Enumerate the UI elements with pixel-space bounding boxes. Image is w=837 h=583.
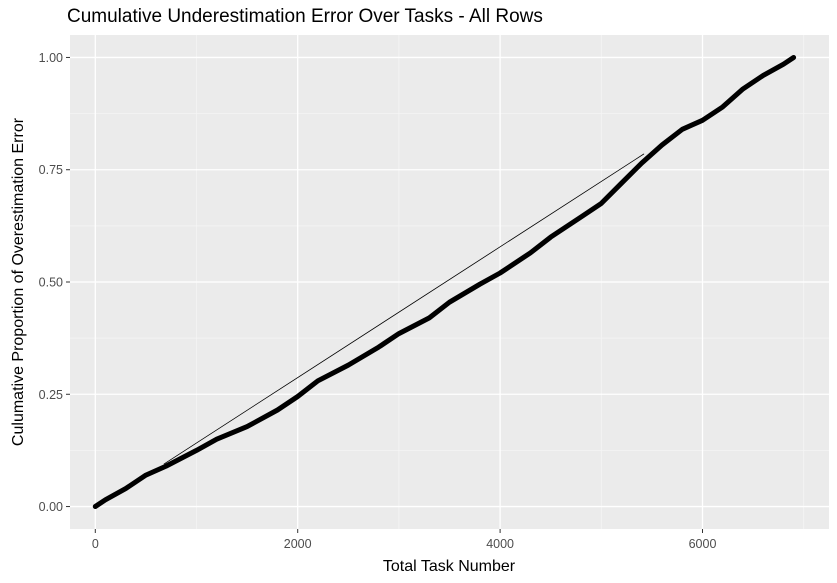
y-tick-label: 0.25 xyxy=(39,388,63,402)
x-tick-label: 4000 xyxy=(486,537,514,551)
y-tick-label: 0.00 xyxy=(39,500,63,514)
chart-title: Cumulative Underestimation Error Over Ta… xyxy=(67,6,543,27)
y-axis-title: Culumative Proportion of Overestimation … xyxy=(10,117,27,446)
x-tick-label: 2000 xyxy=(284,537,312,551)
x-axis-title: Total Task Number xyxy=(383,558,516,575)
axis-ticks: 0 2000 4000 6000 0.00 0.25 0.50 0.75 1.00 xyxy=(39,51,717,551)
cumulative-error-line xyxy=(92,55,797,509)
reference-line xyxy=(163,153,645,465)
x-tick-label: 6000 xyxy=(689,537,717,551)
x-tick-label: 0 xyxy=(92,537,99,551)
data-series xyxy=(92,55,797,509)
y-tick-label: 0.50 xyxy=(39,276,63,290)
y-tick-label: 1.00 xyxy=(39,51,63,65)
grid-lines xyxy=(70,35,829,529)
y-tick-label: 0.75 xyxy=(39,163,63,177)
